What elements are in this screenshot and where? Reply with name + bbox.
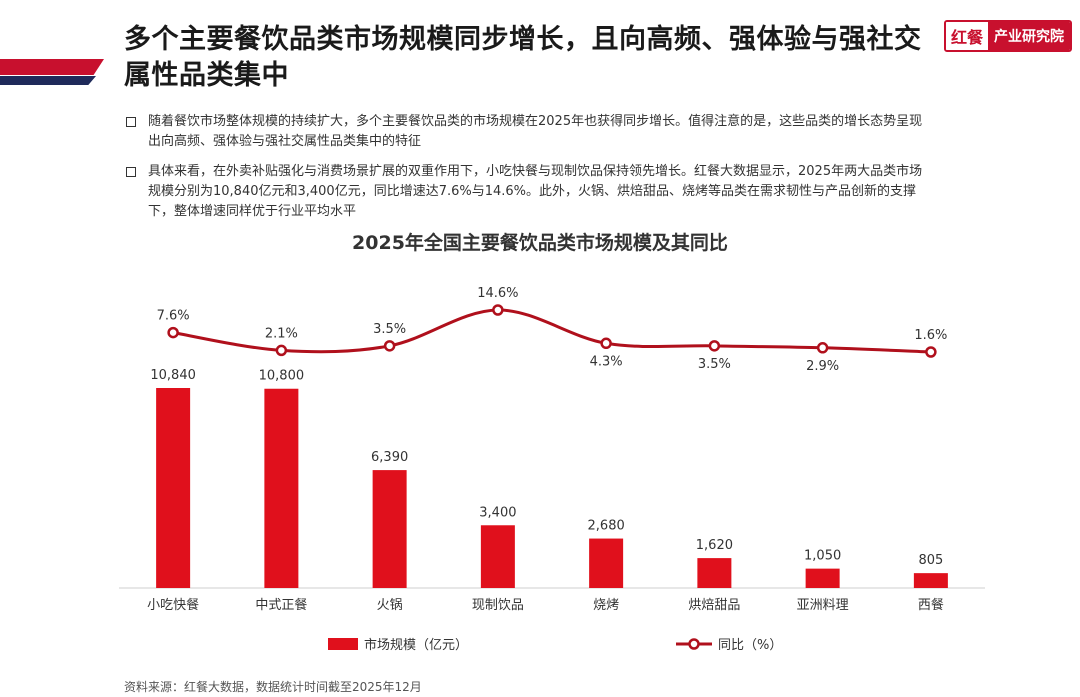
bar <box>372 470 407 588</box>
line-point <box>925 346 937 358</box>
line-value-label: 3.5% <box>698 357 731 372</box>
bar <box>805 568 840 588</box>
legend-line-label: 同比（%） <box>718 638 782 653</box>
bar <box>480 525 515 588</box>
legend-bar-label: 市场规模（亿元） <box>364 637 468 653</box>
logo-part-2: 产业研究院 <box>988 22 1071 50</box>
x-tick-label: 西餐 <box>918 597 944 613</box>
x-tick-label: 烘焙甜品 <box>688 597 740 613</box>
x-tick-label: 火锅 <box>377 597 403 613</box>
bullet-item: 随着餐饮市场整体规模的持续扩大，多个主要餐饮品类的市场规模在2025年也获得同步… <box>124 112 924 152</box>
bullet-text: 随着餐饮市场整体规模的持续扩大，多个主要餐饮品类的市场规模在2025年也获得同步… <box>148 114 923 149</box>
bar-value-label: 10,800 <box>259 369 305 384</box>
chart-title: 2025年全国主要餐饮品类市场规模及其同比 <box>352 232 728 254</box>
line-value-label: 7.6% <box>157 309 190 324</box>
bar <box>913 573 948 588</box>
square-bullet-icon <box>126 167 136 177</box>
bar-value-label: 6,390 <box>371 450 408 465</box>
line-point <box>383 340 396 352</box>
header-accent-red <box>0 59 104 75</box>
line-point <box>708 340 721 352</box>
source-note: 资料来源：红餐大数据，数据统计时间截至2025年12月 <box>124 680 422 694</box>
line-value-label: 4.3% <box>590 354 623 369</box>
line-value-label: 1.6% <box>914 328 947 343</box>
bar <box>589 538 624 588</box>
page-title: 多个主要餐饮品类市场规模同步增长，且向高频、强体验与强社交属性品类集中 <box>124 24 922 91</box>
line-point <box>492 304 504 316</box>
line-value-label: 14.6% <box>477 286 518 301</box>
bar-value-label: 10,840 <box>150 368 196 383</box>
bar <box>264 388 299 588</box>
header-accent-blue <box>0 76 96 85</box>
bar-value-label: 805 <box>918 553 943 568</box>
logo-part-1: 红餐 <box>946 22 989 50</box>
bullet-text: 具体来看，在外卖补贴强化与消费场景扩展的双重作用下，小吃快餐与现制饮品保持领先增… <box>148 164 923 219</box>
x-tick-label: 亚洲料理 <box>797 598 849 613</box>
bullet-list: 随着餐饮市场整体规模的持续扩大，多个主要餐饮品类的市场规模在2025年也获得同步… <box>124 112 924 232</box>
line-value-label: 3.5% <box>373 322 406 337</box>
x-tick-label: 中式正餐 <box>255 597 307 613</box>
line-point <box>600 337 612 350</box>
legend-bar-swatch <box>328 638 358 650</box>
line-value-label: 2.1% <box>265 326 298 341</box>
bar-value-label: 1,050 <box>804 549 841 564</box>
line-point <box>816 342 829 354</box>
brand-logo: 红餐 产业研究院 <box>944 20 1073 52</box>
bar <box>156 388 191 588</box>
bar-value-label: 2,680 <box>588 519 625 534</box>
bar-value-label: 1,620 <box>696 538 733 553</box>
line-value-label: 2.9% <box>806 359 839 374</box>
line-point <box>275 344 288 357</box>
line-point <box>167 326 179 339</box>
yoy-series-line <box>172 308 931 354</box>
legend-line-marker <box>688 638 700 650</box>
x-tick-label: 现制饮品 <box>472 598 524 613</box>
bar <box>697 558 732 588</box>
square-bullet-icon <box>126 117 136 127</box>
bullet-item: 具体来看，在外卖补贴强化与消费场景扩展的双重作用下，小吃快餐与现制饮品保持领先增… <box>124 162 924 222</box>
x-tick-label: 烧烤 <box>593 598 619 613</box>
bar-value-label: 3,400 <box>479 505 516 520</box>
x-tick-label: 小吃快餐 <box>147 597 199 613</box>
